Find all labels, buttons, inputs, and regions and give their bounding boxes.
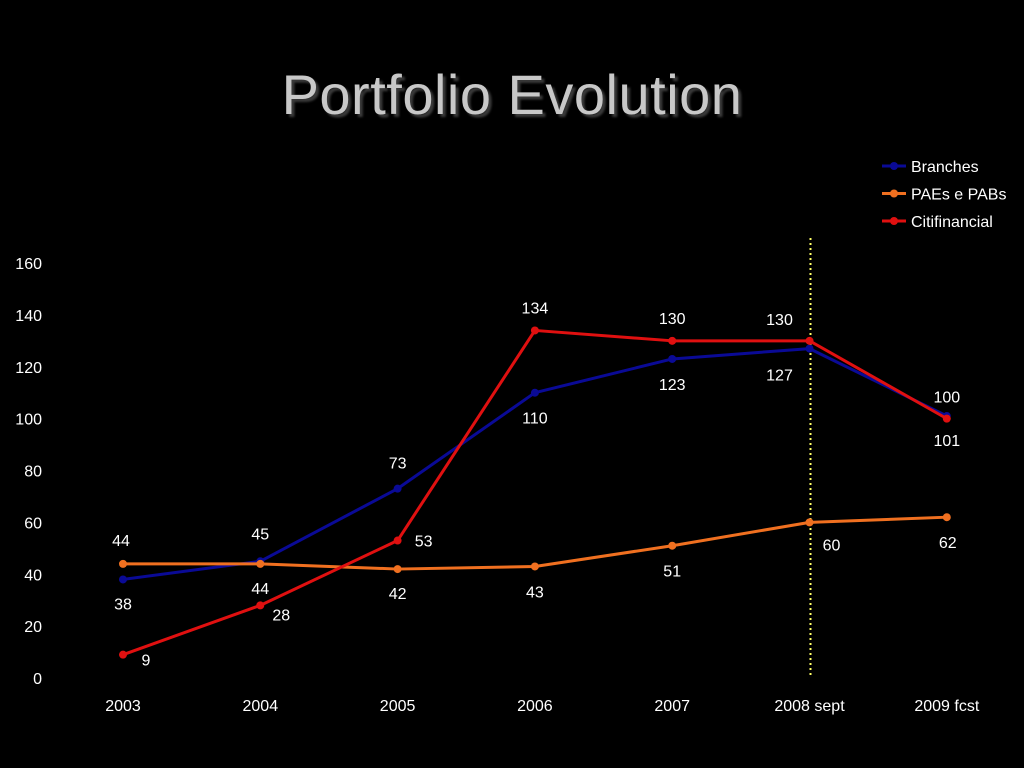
data-label: 44 (112, 533, 130, 550)
data-point (942, 414, 951, 423)
data-label: 45 (251, 526, 269, 543)
data-point (119, 650, 127, 659)
data-point (256, 601, 265, 610)
data-label: 123 (659, 377, 686, 394)
legend-marker (890, 217, 898, 225)
data-label: 130 (766, 312, 793, 329)
legend: Branches PAEs e PABs Citifinancial (882, 159, 1006, 231)
data-point (119, 559, 127, 568)
chart-title: Portfolio Evolution (281, 63, 743, 126)
data-point (668, 354, 677, 363)
data-label: 51 (663, 564, 681, 581)
x-tick-label: 2007 (654, 698, 690, 715)
y-tick-label: 80 (24, 464, 42, 481)
y-tick-label: 40 (24, 567, 42, 584)
y-tick-label: 160 (15, 256, 42, 273)
data-label: 110 (522, 411, 548, 428)
data-label: 43 (526, 584, 544, 601)
y-tick-label: 0 (33, 671, 42, 688)
data-label: 9 (142, 653, 151, 670)
series-lines (119, 326, 951, 659)
y-tick-label: 20 (24, 619, 42, 636)
data-label: 101 (933, 433, 960, 450)
x-tick-label: 2003 (105, 698, 141, 715)
x-tick-label: 2006 (517, 698, 553, 715)
y-tick-label: 120 (15, 360, 42, 377)
data-label: 127 (766, 368, 793, 385)
data-point (393, 536, 402, 545)
y-axis: 0 20 40 60 80 100 120 140 160 (15, 256, 42, 688)
series-line-2 (122, 328, 948, 657)
data-point (668, 541, 677, 550)
data-point (530, 562, 539, 571)
data-point (393, 484, 402, 493)
legend-marker (890, 162, 898, 170)
x-axis: 2003 2004 2005 2006 2007 2008 sept 2009 fcst (105, 698, 980, 715)
data-label: 44 (251, 581, 269, 598)
data-label: 134 (522, 300, 549, 317)
legend-label: Citifinancial (911, 214, 993, 231)
data-point (530, 388, 539, 397)
data-point (805, 344, 814, 353)
data-point (668, 336, 677, 345)
data-label: 38 (114, 596, 132, 613)
data-point (805, 336, 814, 345)
data-label: 60 (823, 537, 841, 554)
x-tick-label: 2008 sept (774, 698, 845, 715)
data-label: 53 (415, 534, 433, 551)
data-point (942, 513, 951, 522)
data-point (119, 575, 127, 584)
y-tick-label: 140 (15, 308, 42, 325)
y-tick-label: 60 (24, 515, 42, 532)
data-label: 62 (939, 535, 957, 552)
legend-label: PAEs e PABs (911, 187, 1006, 204)
data-point (256, 559, 265, 568)
x-tick-label: 2004 (243, 698, 279, 715)
legend-label: Branches (911, 159, 979, 176)
x-tick-label: 2005 (380, 698, 416, 715)
data-label: 28 (272, 607, 290, 624)
legend-marker (890, 189, 898, 198)
data-point (530, 326, 539, 335)
data-label: 73 (389, 456, 407, 473)
data-point (805, 518, 814, 527)
data-point (393, 565, 402, 574)
data-label: 130 (659, 311, 686, 328)
data-labels: 38 45 73 110 123 127 101 44 44 42 43 51 60 62 9 28 53 134… (112, 300, 960, 669)
data-label: 100 (933, 390, 960, 407)
y-tick-label: 100 (15, 412, 42, 429)
data-label: 42 (389, 586, 407, 603)
x-tick-label: 2009 fcst (914, 698, 979, 715)
